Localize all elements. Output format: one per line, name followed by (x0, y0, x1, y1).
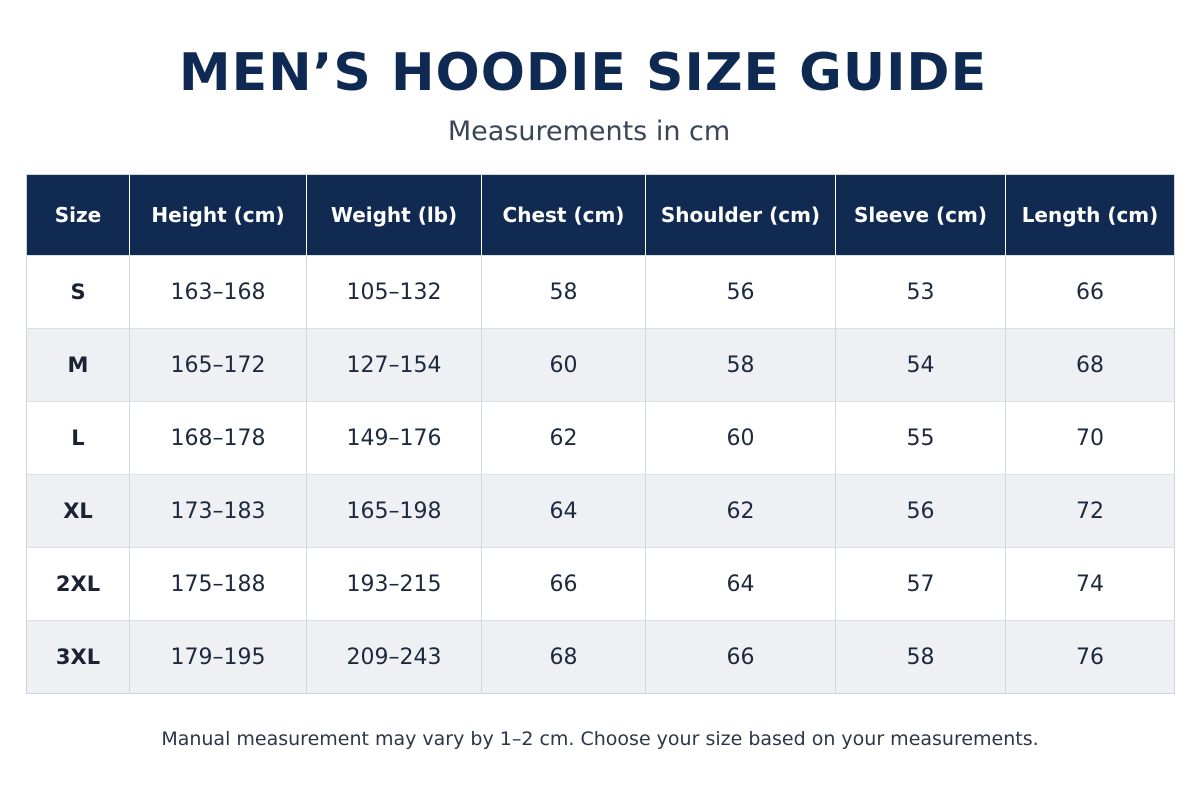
shoulder-cell: 66 (645, 620, 836, 694)
weight-cell: 105–132 (306, 255, 482, 329)
chest-cell: 62 (481, 401, 646, 475)
chest-cell: 60 (481, 328, 646, 402)
size-cell: XL (26, 474, 130, 548)
size-guide-table: Size Height (cm) Weight (lb) Chest (cm) … (26, 174, 1175, 694)
shoulder-cell: 60 (645, 401, 836, 475)
height-cell: 175–188 (129, 547, 307, 621)
page-title: MEN’S HOODIE SIZE GUIDE (178, 43, 988, 103)
length-cell: 70 (1005, 401, 1175, 475)
header-sleeve: Sleeve (cm) (835, 174, 1006, 256)
size-cell: 2XL (26, 547, 130, 621)
header-size: Size (26, 174, 130, 256)
chest-cell: 68 (481, 620, 646, 694)
shoulder-cell: 58 (645, 328, 836, 402)
height-cell: 163–168 (129, 255, 307, 329)
length-cell: 66 (1005, 255, 1175, 329)
page-subtitle: Measurements in cm (447, 116, 731, 147)
table-row: XL 173–183 165–198 64 62 56 72 (26, 474, 1175, 548)
shoulder-cell: 62 (645, 474, 836, 548)
sleeve-cell: 57 (835, 547, 1006, 621)
weight-cell: 193–215 (306, 547, 482, 621)
header-height: Height (cm) (129, 174, 307, 256)
height-cell: 168–178 (129, 401, 307, 475)
weight-cell: 209–243 (306, 620, 482, 694)
header-weight: Weight (lb) (306, 174, 482, 256)
height-cell: 173–183 (129, 474, 307, 548)
weight-cell: 127–154 (306, 328, 482, 402)
sleeve-cell: 53 (835, 255, 1006, 329)
size-cell: 3XL (26, 620, 130, 694)
header-length: Length (cm) (1005, 174, 1175, 256)
chest-cell: 64 (481, 474, 646, 548)
shoulder-cell: 56 (645, 255, 836, 329)
length-cell: 74 (1005, 547, 1175, 621)
sleeve-cell: 55 (835, 401, 1006, 475)
chest-cell: 66 (481, 547, 646, 621)
size-cell: S (26, 255, 130, 329)
table-row: 2XL 175–188 193–215 66 64 57 74 (26, 547, 1175, 621)
shoulder-cell: 64 (645, 547, 836, 621)
size-cell: M (26, 328, 130, 402)
table-row: L 168–178 149–176 62 60 55 70 (26, 401, 1175, 475)
weight-cell: 165–198 (306, 474, 482, 548)
length-cell: 72 (1005, 474, 1175, 548)
footer-note: Manual measurement may vary by 1–2 cm. C… (161, 728, 1039, 750)
table-row: M 165–172 127–154 60 58 54 68 (26, 328, 1175, 402)
sleeve-cell: 58 (835, 620, 1006, 694)
length-cell: 68 (1005, 328, 1175, 402)
height-cell: 179–195 (129, 620, 307, 694)
sleeve-cell: 54 (835, 328, 1006, 402)
header-chest: Chest (cm) (481, 174, 646, 256)
length-cell: 76 (1005, 620, 1175, 694)
table-header-row: Size Height (cm) Weight (lb) Chest (cm) … (26, 174, 1175, 256)
weight-cell: 149–176 (306, 401, 482, 475)
chest-cell: 58 (481, 255, 646, 329)
sleeve-cell: 56 (835, 474, 1006, 548)
table-row: 3XL 179–195 209–243 68 66 58 76 (26, 620, 1175, 694)
table-row: S 163–168 105–132 58 56 53 66 (26, 255, 1175, 329)
header-shoulder: Shoulder (cm) (645, 174, 836, 256)
size-cell: L (26, 401, 130, 475)
height-cell: 165–172 (129, 328, 307, 402)
